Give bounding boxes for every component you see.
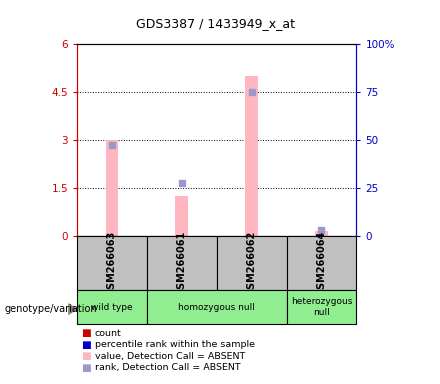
Bar (147, 290, 286, 324)
Text: heterozygous
null: heterozygous null (291, 298, 352, 317)
Text: GSM266064: GSM266064 (316, 230, 326, 296)
Text: ■: ■ (81, 351, 91, 361)
Polygon shape (68, 303, 78, 315)
Bar (77, 236, 147, 290)
Text: value, Detection Call = ABSENT: value, Detection Call = ABSENT (95, 352, 245, 361)
Bar (246, 76, 258, 236)
Text: percentile rank within the sample: percentile rank within the sample (95, 340, 255, 349)
Text: homozygous null: homozygous null (178, 303, 255, 312)
Text: genotype/variation: genotype/variation (4, 304, 97, 314)
Text: ■: ■ (81, 328, 91, 338)
Bar (217, 236, 286, 290)
Bar (147, 236, 217, 290)
Text: GSM266063: GSM266063 (107, 230, 117, 296)
Text: wild type: wild type (91, 303, 133, 312)
Text: GDS3387 / 1433949_x_at: GDS3387 / 1433949_x_at (136, 17, 295, 30)
Point (108, 142, 115, 148)
Bar (286, 236, 356, 290)
Point (248, 89, 255, 95)
Bar (286, 290, 356, 324)
Bar (315, 231, 328, 236)
Point (318, 227, 325, 233)
Text: ■: ■ (81, 340, 91, 350)
Text: GSM266061: GSM266061 (177, 230, 187, 296)
Text: rank, Detection Call = ABSENT: rank, Detection Call = ABSENT (95, 363, 240, 372)
Bar (106, 140, 118, 236)
Point (178, 180, 185, 187)
Bar (77, 290, 147, 324)
Text: count: count (95, 329, 121, 338)
Bar (176, 196, 188, 236)
Text: ■: ■ (81, 363, 91, 373)
Text: GSM266062: GSM266062 (247, 230, 257, 296)
